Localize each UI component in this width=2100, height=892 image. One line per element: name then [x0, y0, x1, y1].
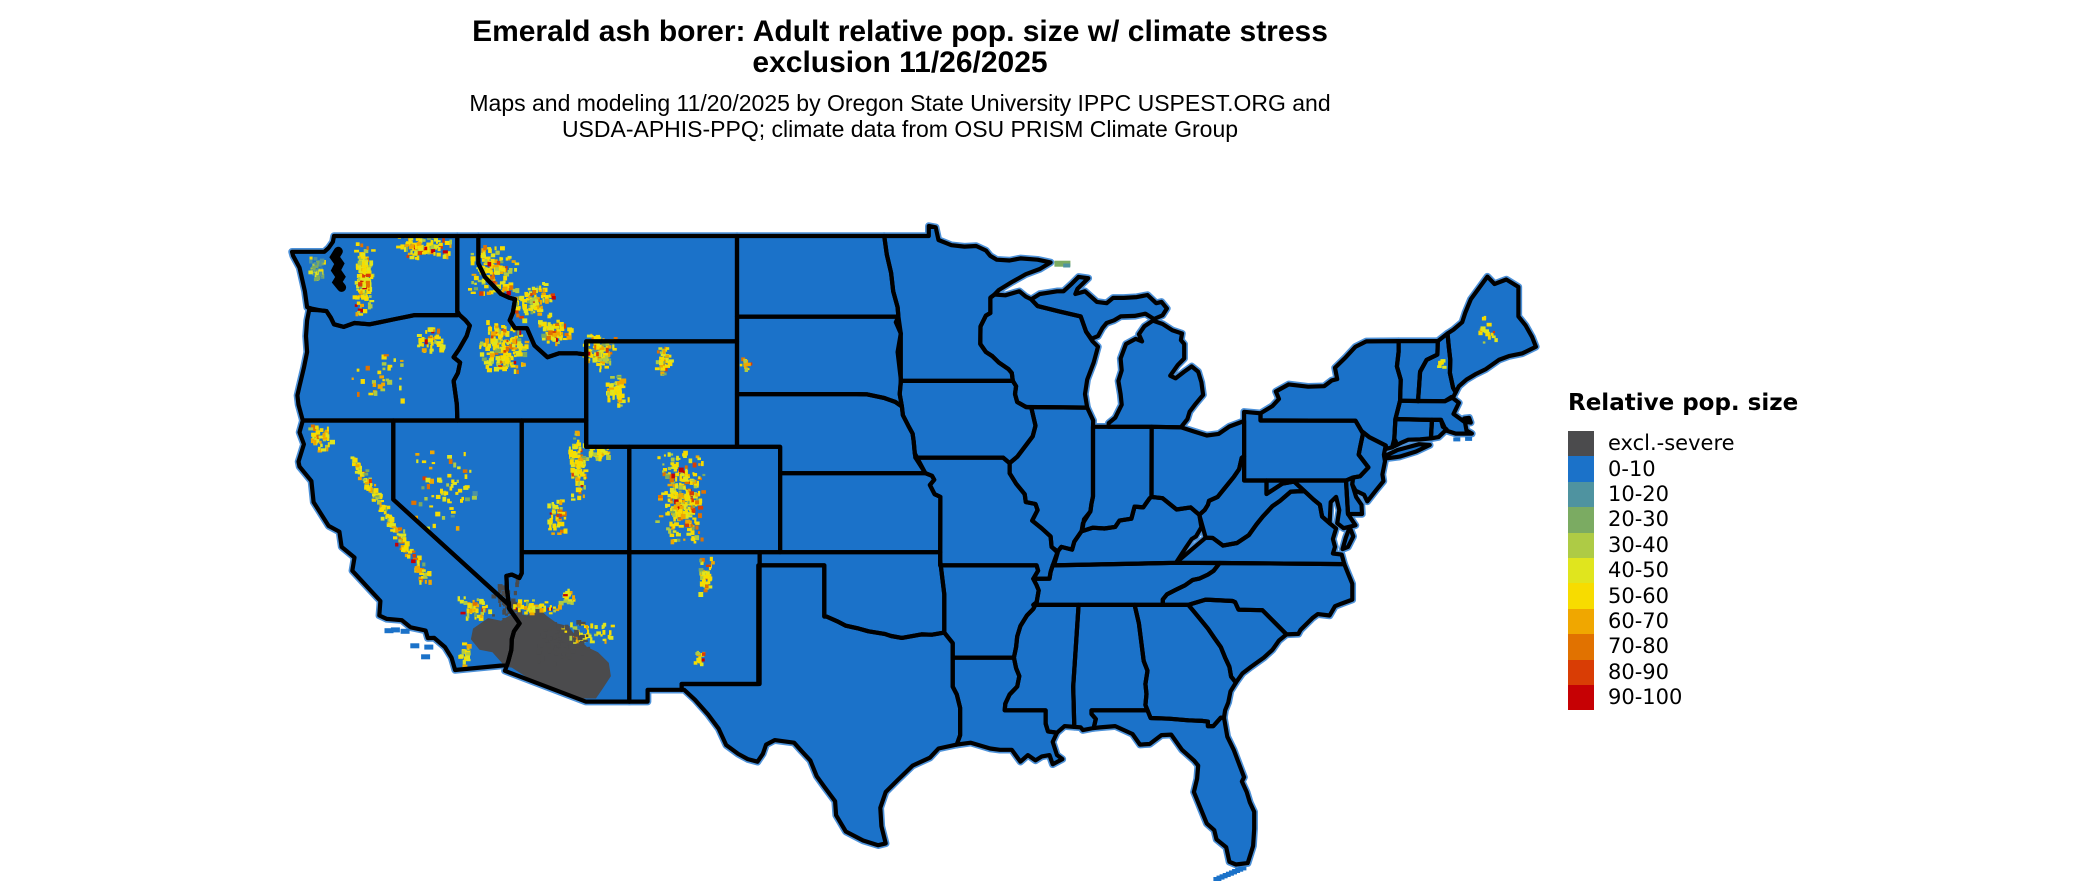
state-ma	[1395, 397, 1472, 434]
state-border-az	[502, 550, 632, 704]
state-ne	[737, 394, 926, 474]
state-ok	[759, 552, 945, 638]
legend-rows: excl.-severe 0-10 10-20 20-30 30-40 40-50 50-6…	[1568, 431, 1798, 711]
state-ar	[940, 560, 1039, 658]
legend: Relative pop. size excl.-severe 0-10 10-20…	[1568, 390, 1799, 711]
legend-row: 50-60	[1568, 583, 1798, 609]
state-border-me	[1445, 274, 1538, 395]
legend-row: 0-10	[1568, 456, 1798, 482]
legend-label: 50-60	[1608, 583, 1670, 608]
legend-row: excl.-severe	[1568, 431, 1798, 457]
state-border-tx	[679, 563, 963, 848]
state-nm	[629, 552, 760, 702]
legend-swatch	[1568, 583, 1594, 609]
island-speck-layer	[384, 260, 1473, 881]
legend-label: excl.-severe	[1608, 431, 1735, 456]
legend-swatch	[1568, 456, 1594, 482]
state-border-ky	[1050, 494, 1204, 568]
legend-label: 90-100	[1608, 685, 1683, 710]
state-mo	[915, 457, 1058, 579]
legend-swatch	[1568, 684, 1594, 711]
state-ky	[1052, 496, 1202, 566]
state-wi	[980, 291, 1098, 408]
puget-sound	[329, 246, 347, 292]
state-border-wi	[978, 289, 1101, 410]
state-border-dv	[1340, 525, 1356, 552]
state-fill-layer	[292, 226, 1536, 865]
state-sc	[1188, 599, 1287, 683]
legend-row: 60-70	[1568, 608, 1798, 635]
state-nv	[393, 420, 522, 605]
state-tx	[681, 565, 961, 846]
legend-label: 40-50	[1608, 558, 1670, 583]
state-ia	[899, 380, 1036, 464]
legend-swatch	[1568, 507, 1594, 533]
legend-swatch	[1568, 532, 1594, 558]
state-il	[1009, 407, 1094, 552]
state-ny	[1260, 341, 1401, 449]
state-va	[1176, 491, 1345, 565]
legend-swatch	[1568, 481, 1594, 508]
state-mi	[1108, 320, 1204, 428]
state-border-li	[1382, 442, 1432, 461]
legend-row: 10-20	[1568, 481, 1798, 508]
state-ks	[780, 473, 941, 553]
legend-label: 10-20	[1608, 481, 1670, 506]
state-mn	[884, 226, 1051, 381]
legend-row: 20-30	[1568, 507, 1798, 533]
state-border-layer	[289, 223, 1538, 867]
legend-swatch	[1568, 659, 1594, 685]
state-tn	[1033, 562, 1220, 605]
legend-swatch	[1568, 431, 1594, 457]
chart-subtitle: Maps and modeling 11/20/2025 by Oregon S…	[469, 90, 1331, 142]
state-li	[1384, 444, 1430, 459]
legend-row: 80-90	[1568, 659, 1798, 685]
state-mt	[478, 236, 737, 358]
state-al	[1073, 604, 1148, 731]
state-border-mi	[1106, 318, 1206, 430]
state-border-ms	[1002, 600, 1081, 735]
legend-row: 40-50	[1568, 557, 1798, 584]
legend-row: 90-100	[1568, 684, 1798, 711]
legend-swatch	[1568, 634, 1594, 660]
legend-label: 0-10	[1608, 456, 1656, 481]
legend-label: 30-40	[1608, 532, 1670, 557]
legend-label: 20-30	[1608, 507, 1670, 532]
state-fl	[1091, 710, 1255, 865]
legend-label: 70-80	[1608, 634, 1670, 659]
legend-label: 80-90	[1608, 659, 1670, 684]
state-border-mu	[1029, 274, 1169, 341]
state-md	[1266, 480, 1356, 529]
state-co	[629, 446, 781, 553]
state-border-fl	[1089, 708, 1257, 867]
legend-title: Relative pop. size	[1568, 390, 1799, 416]
state-pa	[1244, 411, 1369, 481]
state-wv	[1199, 456, 1305, 546]
raster-speckle-layer	[308, 233, 1498, 670]
legend-label: 60-70	[1608, 608, 1670, 633]
state-ms	[1004, 602, 1079, 733]
chart-title: Emerald ash borer: Adult relative pop. s…	[472, 15, 1328, 79]
legend-swatch	[1568, 557, 1594, 584]
state-nd	[737, 236, 899, 317]
state-nc	[1162, 563, 1353, 635]
state-border-nc	[1160, 560, 1355, 637]
legend-row: 70-80	[1568, 634, 1798, 660]
state-sd	[737, 316, 902, 407]
legend-row: 30-40	[1568, 532, 1798, 558]
state-vt	[1396, 341, 1438, 402]
state-nh	[1418, 333, 1456, 402]
state-wy	[586, 341, 737, 447]
state-ri	[1430, 419, 1447, 439]
legend-swatch	[1568, 608, 1594, 635]
